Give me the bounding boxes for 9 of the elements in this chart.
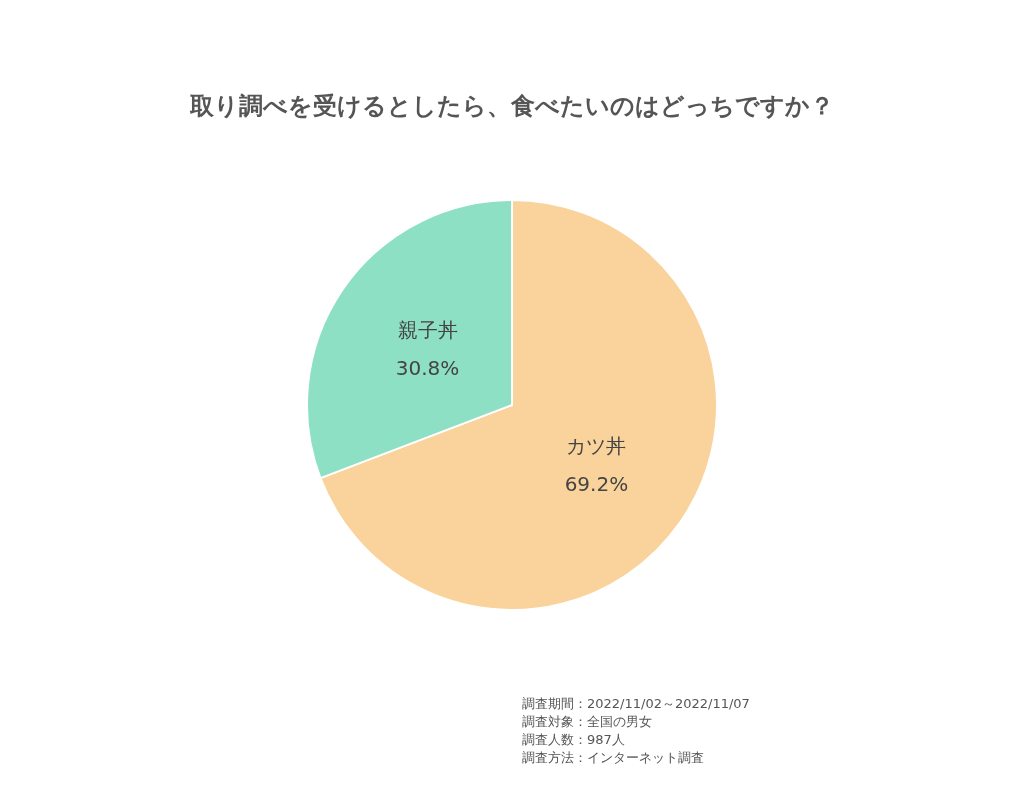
text: 調査期間：2022/11/02～2022/11/07 bbox=[522, 696, 750, 711]
slice-label: カツ丼 bbox=[566, 434, 627, 459]
text: 調査対象：全国の男女 bbox=[522, 714, 652, 729]
text: 調査人数：987人 bbox=[522, 732, 625, 747]
slice-label: 親子丼 bbox=[397, 317, 458, 342]
chart-title: 取り調べを受けるとしたら、食べたいのはどっちですか？ bbox=[189, 92, 834, 120]
data-label: 30.8% bbox=[395, 355, 460, 380]
text: 調査方法：インターネット調査 bbox=[522, 750, 704, 765]
data-label: 69.2% bbox=[564, 472, 629, 497]
